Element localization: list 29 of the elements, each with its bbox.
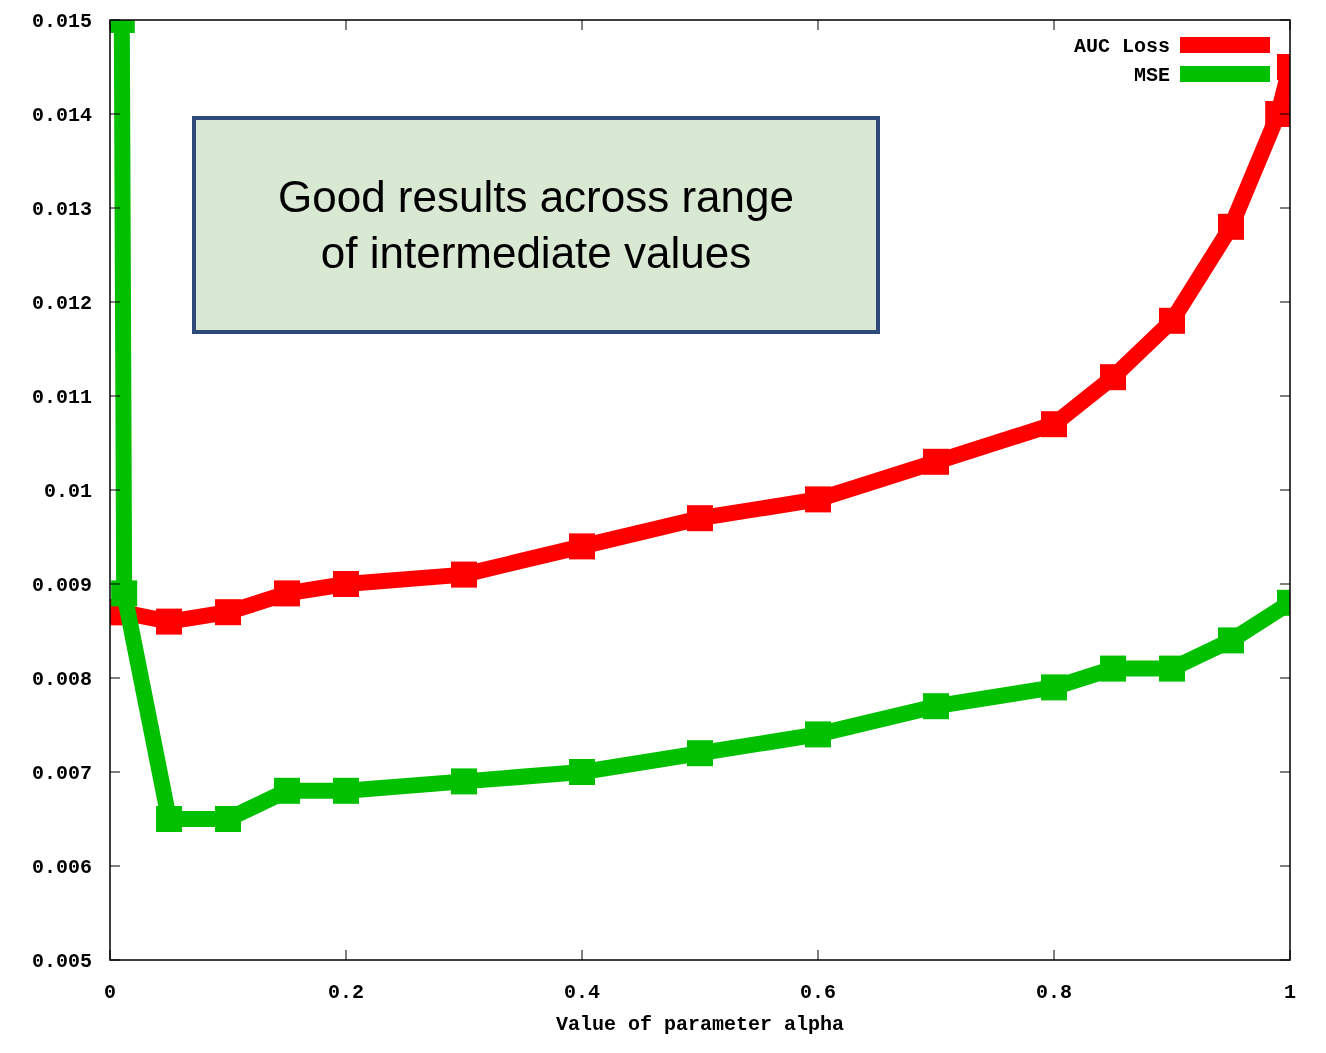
x-tick-label: 0	[103, 981, 117, 1004]
y-tick-label: 0.011	[31, 386, 92, 409]
point	[1218, 213, 1244, 240]
y-tick-label: 0.006	[31, 856, 92, 879]
point	[1041, 411, 1067, 438]
y-tick-label: 0.014	[31, 104, 92, 127]
y-tick-label: 0.009	[31, 574, 92, 597]
x-tick-label: 1	[1283, 981, 1297, 1004]
x-tick-label: 0.2	[327, 981, 365, 1004]
y-tick-label: 0.008	[31, 668, 92, 691]
y-tick-label: 0.013	[31, 198, 92, 221]
point	[1100, 364, 1126, 391]
y-tick-label: 0.015	[31, 10, 92, 33]
x-axis-title: Value of parameter alpha	[555, 1013, 845, 1036]
x-tick-label: 0.6	[799, 981, 837, 1004]
y-tick-label: 0.012	[31, 292, 92, 315]
point	[1159, 307, 1185, 334]
point	[215, 806, 241, 832]
legend-label: MSE	[1133, 64, 1170, 87]
legend-label: AUC Loss	[1073, 35, 1170, 58]
x-tick-label: 0.8	[1035, 981, 1073, 1004]
x-tick-label: 0.4	[563, 981, 601, 1004]
y-tick-label: 0.005	[31, 950, 92, 973]
y-tick-label: 0.01	[43, 480, 92, 503]
point	[1159, 655, 1185, 682]
y-tick-label: 0.007	[31, 762, 92, 785]
point	[1218, 627, 1244, 654]
point	[111, 580, 138, 607]
annotation: Good results across range of intermediate values	[277, 172, 795, 277]
